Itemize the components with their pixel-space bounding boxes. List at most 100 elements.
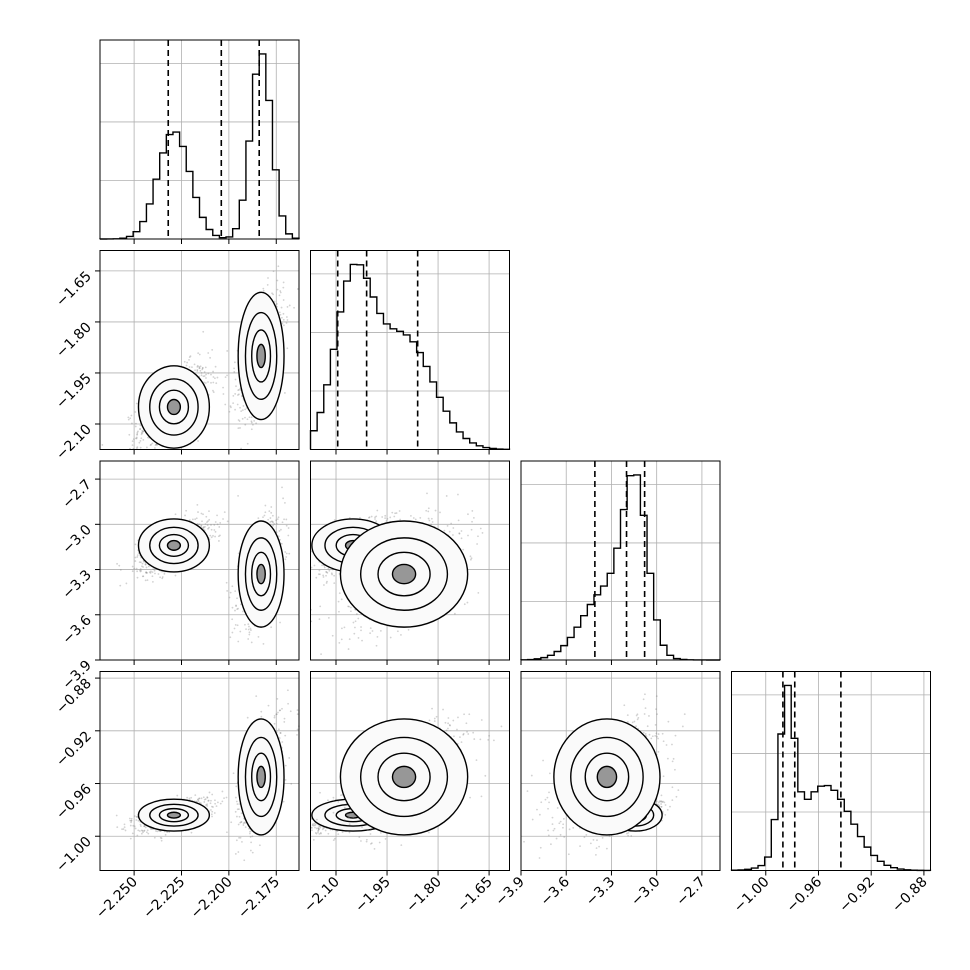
sample-point	[240, 410, 243, 413]
sample-point	[343, 626, 346, 629]
sample-point	[276, 288, 279, 291]
sample-point	[222, 393, 225, 395]
sample-point	[219, 521, 222, 524]
sample-point	[229, 405, 232, 408]
sample-point	[140, 432, 143, 434]
sample-point	[200, 374, 203, 377]
sample-point	[174, 574, 177, 577]
sample-point	[431, 521, 434, 523]
sample-point	[129, 417, 132, 420]
sample-point	[244, 423, 247, 426]
y-tick-label: −2.10	[53, 422, 95, 464]
sample-point	[207, 372, 210, 375]
sample-point	[131, 832, 134, 835]
sample-point	[154, 447, 156, 449]
sample-point	[481, 532, 484, 534]
sample-point	[325, 574, 327, 577]
sample-point	[132, 438, 135, 440]
sample-point	[359, 516, 361, 519]
sample-point	[139, 440, 142, 442]
sample-point	[250, 421, 253, 424]
sample-point	[214, 530, 217, 533]
sample-point	[128, 433, 131, 436]
sample-point	[196, 364, 199, 367]
sample-point	[204, 366, 207, 369]
sample-point	[275, 519, 278, 522]
density-contour	[166, 398, 182, 416]
sample-point	[101, 444, 104, 446]
sample-point	[242, 610, 244, 613]
sample-point	[250, 641, 253, 644]
sample-point	[410, 515, 412, 517]
sample-point	[212, 534, 214, 537]
sample-point	[194, 518, 197, 521]
sample-point	[204, 382, 207, 384]
sample-point	[213, 524, 216, 526]
sample-point	[188, 366, 191, 368]
sample-point	[195, 517, 198, 520]
sample-point	[255, 422, 258, 425]
sample-point	[250, 629, 252, 631]
sample-point	[264, 504, 267, 507]
sample-point	[207, 527, 209, 530]
sample-point	[479, 527, 482, 530]
sample-point	[281, 486, 283, 489]
sample-point	[232, 402, 235, 405]
sample-point	[237, 419, 240, 421]
sample-point	[376, 509, 379, 512]
sample-point	[136, 556, 139, 558]
sample-point	[257, 635, 260, 638]
y-tick-label: −1.80	[53, 319, 95, 361]
sample-point	[268, 510, 271, 513]
sample-point	[233, 371, 236, 373]
panel-0-0	[99, 39, 300, 244]
sample-point	[135, 402, 138, 405]
sample-point	[207, 352, 210, 354]
sample-point	[477, 535, 479, 538]
sample-point	[347, 648, 350, 650]
sample-point	[226, 520, 229, 523]
sample-point	[234, 378, 237, 381]
sample-point	[210, 524, 212, 526]
y-tick-label: −3.3	[59, 567, 94, 602]
sample-point	[368, 516, 370, 519]
sample-point	[369, 627, 372, 630]
sample-point	[214, 535, 216, 538]
sample-point	[205, 515, 208, 518]
sample-point	[151, 442, 154, 445]
sample-point	[216, 523, 219, 526]
sample-point	[161, 576, 164, 578]
sample-point	[276, 518, 279, 521]
sample-point	[430, 517, 433, 520]
density-contour	[391, 563, 417, 585]
sample-point	[428, 519, 431, 522]
sample-point	[209, 534, 212, 537]
sample-point	[157, 573, 160, 575]
sample-point	[284, 501, 286, 504]
sample-point	[248, 631, 251, 634]
sample-point	[196, 368, 199, 371]
sample-point	[159, 576, 162, 579]
sample-point	[293, 306, 295, 309]
sample-point	[133, 567, 136, 570]
sample-point	[118, 564, 121, 567]
sample-point	[477, 592, 480, 594]
sample-point	[139, 428, 141, 431]
sample-point	[471, 520, 473, 523]
sample-point	[235, 385, 237, 388]
sample-point	[148, 571, 151, 574]
sample-point	[348, 638, 351, 641]
sample-point	[350, 606, 352, 609]
sample-point	[360, 629, 362, 632]
sample-point	[185, 509, 188, 512]
sample-point	[163, 572, 166, 575]
sample-point	[184, 514, 186, 517]
sample-point	[349, 610, 352, 613]
sample-point	[282, 497, 284, 500]
sample-point	[214, 365, 217, 368]
sample-point	[278, 530, 281, 532]
panel-2-0: −3.9−3.6−3.3−3.0−2.7	[59, 460, 300, 693]
sample-point	[267, 277, 269, 279]
sample-point	[125, 582, 128, 585]
